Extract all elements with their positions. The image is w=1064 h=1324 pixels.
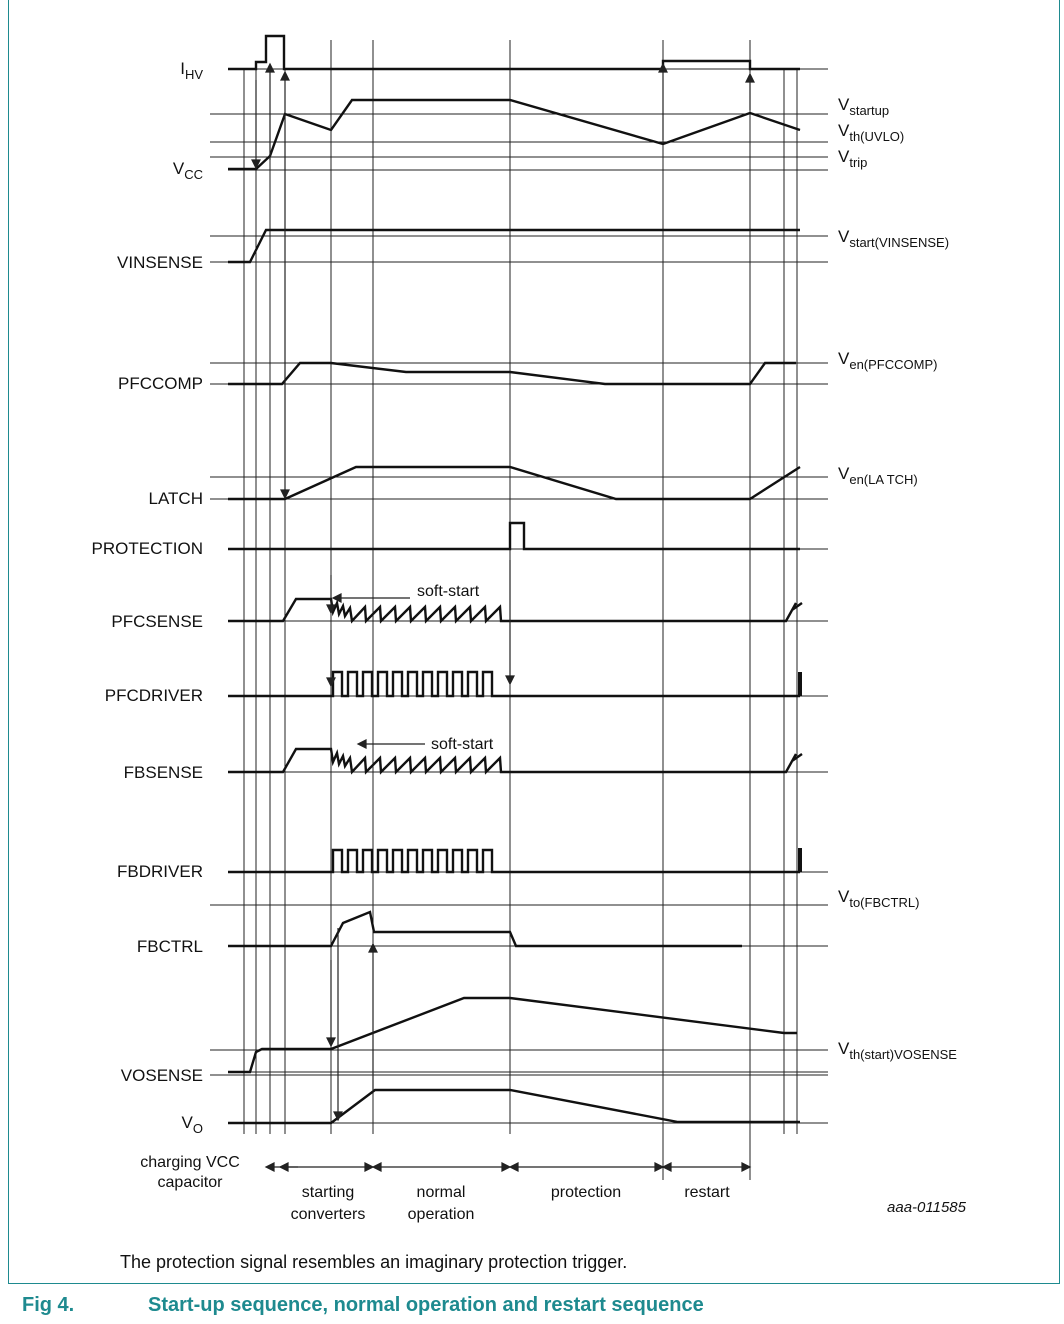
- phase-charging-2: capacitor: [158, 1174, 224, 1191]
- figure-frame: [8, 0, 1060, 1284]
- causal-arrows: [251, 62, 755, 1172]
- figure-note: The protection signal resembles an imagi…: [120, 1252, 628, 1272]
- phase-starting-2: converters: [291, 1206, 366, 1223]
- level-vstart-vinsense: Vstart(VINSENSE): [838, 227, 949, 250]
- vosense-wave: [228, 996, 797, 1074]
- label-fbsense: FBSENSE: [124, 763, 203, 782]
- label-latch: LATCH: [149, 489, 203, 508]
- pfcdriver-wave: [228, 670, 800, 698]
- vinsense-wave: [228, 228, 800, 264]
- level-vtrip: Vtrip: [838, 147, 867, 170]
- label-pfccomp: PFCCOMP: [118, 374, 203, 393]
- pfcsense-wave: [228, 597, 803, 624]
- figure-number: Fig 4.: [22, 1294, 75, 1316]
- fbsense-wave: [228, 747, 803, 775]
- level-vstartup: Vstartup: [838, 95, 889, 118]
- label-vinsense: VINSENSE: [117, 253, 203, 272]
- signal-baselines: [228, 68, 828, 1124]
- label-fbdriver: FBDRIVER: [117, 862, 203, 881]
- vcc-wave: [228, 98, 801, 171]
- label-protection: PROTECTION: [92, 539, 203, 558]
- latch-wave: [228, 465, 801, 501]
- figure-code: aaa-011585: [887, 1199, 967, 1216]
- label-pfcsense: PFCSENSE: [111, 612, 203, 631]
- label-pfcdriver: PFCDRIVER: [105, 686, 203, 705]
- level-ven-latch: Ven(LA TCH): [838, 464, 918, 487]
- level-vto-fbctrl: Vto(FBCTRL): [838, 887, 919, 910]
- timing-diagram: IHV VCC VINSENSE PFCCOMP LATCH PROTECTIO…: [92, 34, 967, 1223]
- label-vcc: VCC: [173, 159, 203, 182]
- signal-labels: IHV VCC VINSENSE PFCCOMP LATCH PROTECTIO…: [92, 59, 204, 1136]
- phase-charging-1: charging VCC: [140, 1154, 240, 1171]
- label-fbctrl: FBCTRL: [137, 937, 203, 956]
- ihv-wave: [228, 34, 800, 71]
- level-vth-uvlo: Vth(UVLO): [838, 121, 904, 144]
- soft-start-label-fb: soft-start: [431, 736, 494, 753]
- soft-start-label-pfc: soft-start: [417, 583, 480, 600]
- fbctrl-wave: [228, 910, 742, 948]
- reference-lines: [210, 40, 828, 1180]
- phase-normal-2: operation: [408, 1206, 475, 1223]
- label-vosense: VOSENSE: [121, 1066, 203, 1085]
- level-vth-start-vosense: Vth(start)VOSENSE: [838, 1039, 957, 1062]
- phase-normal-1: normal: [417, 1184, 466, 1201]
- protection-wave: [228, 521, 800, 551]
- signal-waveforms: [228, 34, 803, 1125]
- annotations: soft-start soft-start charging VCC capac…: [140, 583, 966, 1223]
- pfccomp-wave: [228, 361, 796, 386]
- label-vo: VO: [182, 1113, 203, 1136]
- phase-protection: protection: [551, 1184, 621, 1201]
- figure-title: Start-up sequence, normal operation and …: [148, 1294, 704, 1316]
- vo-wave: [228, 1088, 800, 1125]
- threshold-labels: Vstartup Vth(UVLO) Vtrip Vstart(VINSENSE…: [838, 95, 957, 1062]
- phase-starting-1: starting: [302, 1184, 354, 1201]
- level-ven-pfccomp: Ven(PFCCOMP): [838, 349, 937, 372]
- label-ihv: IHV: [180, 59, 203, 82]
- phase-restart: restart: [684, 1184, 730, 1201]
- fbdriver-wave: [228, 848, 800, 874]
